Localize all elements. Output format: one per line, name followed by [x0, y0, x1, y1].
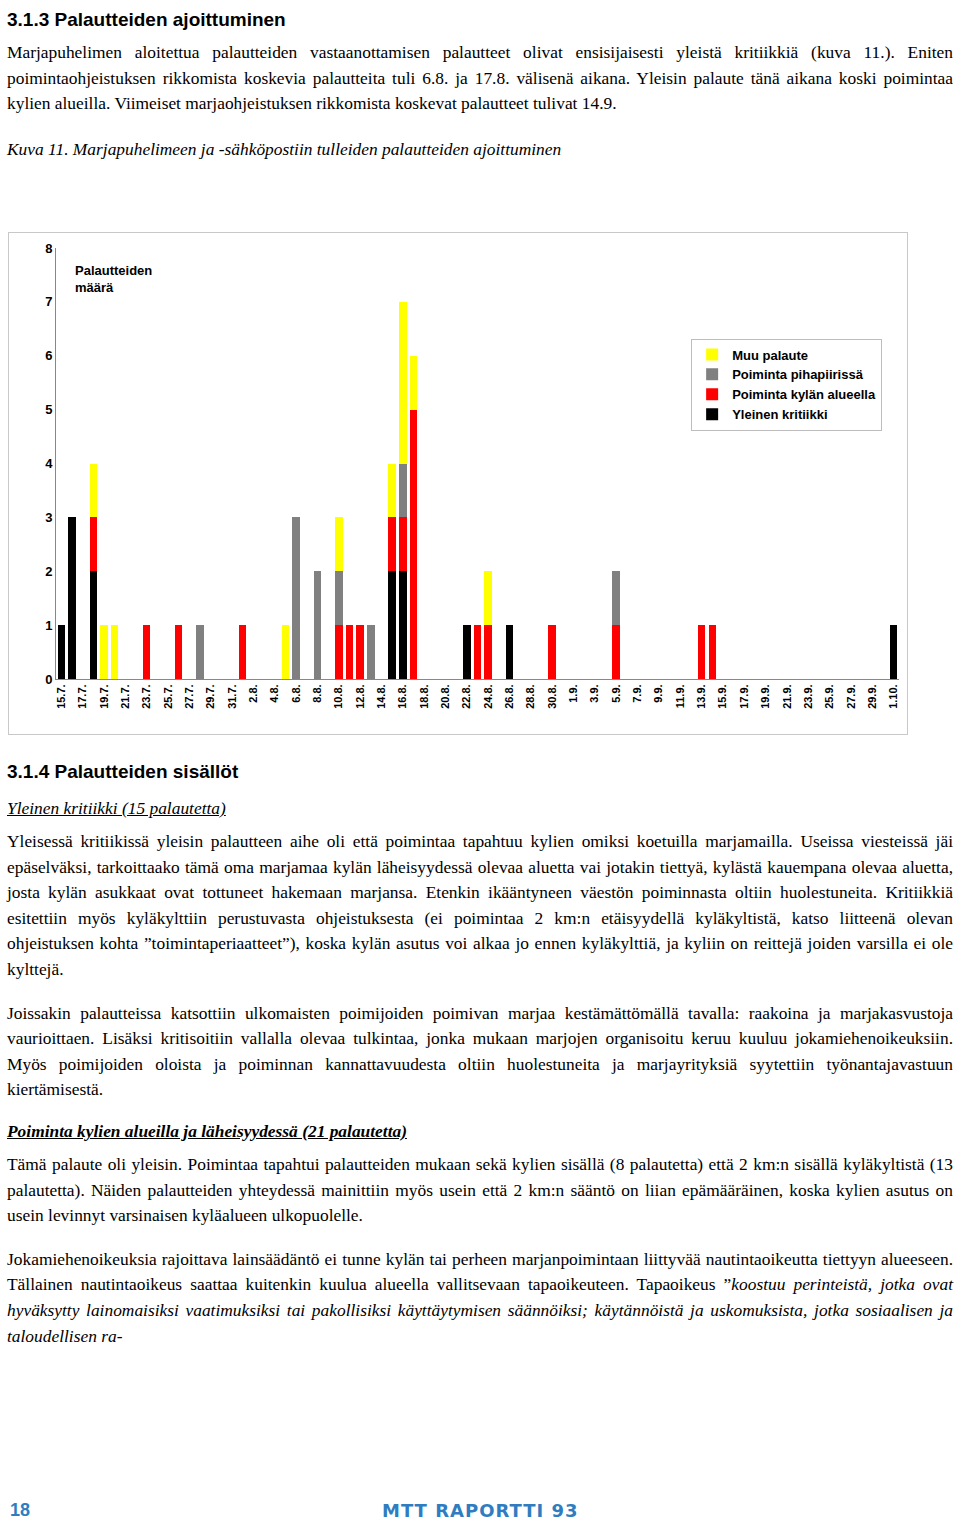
- html-text:Yleinen kritiikki (15 palautet: Yleinen kritiikki (15 palautetta): [7, 798, 226, 818]
- svg-text:10.8.: 10.8.: [332, 684, 344, 708]
- html-text:Joissakin palautteissa katsott: Joissakin palautteissa katsottiin ulkoma…: [7, 1002, 953, 1100]
- svg-text:13.9.: 13.9.: [695, 684, 707, 708]
- html-text:3.1.3 Palautteiden ajoittumine: 3.1.3 Palautteiden ajoittuminen: [7, 9, 286, 30]
- svg-text:4: 4: [45, 456, 53, 471]
- svg-text:9.9.: 9.9.: [652, 684, 664, 702]
- svg-text:15.7.: 15.7.: [55, 684, 67, 708]
- svg-text:31.7.: 31.7.: [226, 684, 238, 708]
- svg-text:11.9.: 11.9.: [674, 684, 686, 708]
- svg-text:23.7.: 23.7.: [140, 684, 152, 708]
- svg-text:5: 5: [45, 402, 52, 417]
- svg-text:1.10.: 1.10.: [887, 684, 899, 708]
- html-text:Jokamiehenoikeuksia rajoittava: Jokamiehenoikeuksia rajoittava lainsäädä…: [7, 1248, 953, 1346]
- svg-text:23.9.: 23.9.: [802, 684, 814, 708]
- svg-text:26.8.: 26.8.: [503, 684, 515, 708]
- svg-text:18.8.: 18.8.: [418, 684, 430, 708]
- html-text:Kuva 11. Marjapuhelimeen ja -s: Kuva 11. Marjapuhelimeen ja -sähköpostii…: [7, 138, 562, 159]
- svg-text:12.8.: 12.8.: [354, 684, 366, 708]
- svg-text:29.9.: 29.9.: [866, 684, 878, 708]
- svg-text:2.8.: 2.8.: [247, 684, 259, 702]
- html-text:Poiminta kylien alueilla ja lä: Poiminta kylien alueilla ja läheisyydess…: [7, 1120, 407, 1141]
- svg-text:19.7.: 19.7.: [98, 684, 110, 708]
- svg-text:27.7.: 27.7.: [183, 684, 195, 708]
- html-text:Yleisessä kritiikissä yleisin: Yleisessä kritiikissä yleisin palautteen…: [7, 831, 953, 979]
- svg-text:2: 2: [45, 564, 52, 579]
- svg-text:6.8.: 6.8.: [290, 684, 302, 702]
- svg-text:25.7.: 25.7.: [162, 684, 174, 708]
- svg-text:20.8.: 20.8.: [439, 684, 451, 708]
- svg-text:7.9.: 7.9.: [631, 684, 643, 702]
- svg-text:25.9.: 25.9.: [823, 684, 835, 708]
- svg-text:Poiminta kylän alueella: Poiminta kylän alueella: [732, 387, 876, 402]
- svg-text:Poiminta pihapiirissä: Poiminta pihapiirissä: [732, 367, 864, 382]
- svg-text:5.9.: 5.9.: [610, 684, 622, 702]
- svg-text:0: 0: [45, 672, 52, 687]
- svg-text:21.9.: 21.9.: [781, 684, 793, 708]
- svg-text:15.9.: 15.9.: [717, 684, 729, 708]
- svg-text:30.8.: 30.8.: [546, 684, 558, 708]
- svg-text:17.7.: 17.7.: [76, 684, 88, 708]
- html-text:Marjapuhelimen aloitettua pala: Marjapuhelimen aloitettua palautteiden v…: [7, 42, 953, 114]
- svg-text:24.8.: 24.8.: [482, 684, 494, 708]
- svg-text:28.8.: 28.8.: [524, 684, 536, 708]
- html-text:3.1.4 Palautteiden sisällöt: 3.1.4 Palautteiden sisällöt: [7, 761, 239, 782]
- svg-text:22.8.: 22.8.: [460, 684, 472, 708]
- svg-text:21.7.: 21.7.: [119, 684, 131, 708]
- svg-text:8: 8: [45, 241, 52, 256]
- svg-text:17.9.: 17.9.: [738, 684, 750, 708]
- html-text:Tämä palaute oli yleisin. Poim: Tämä palaute oli yleisin. Poimintaa tapa…: [7, 1153, 953, 1226]
- svg-text:19.9.: 19.9.: [759, 684, 771, 708]
- html-text:MTT RAPORTTI 93: MTT RAPORTTI 93: [382, 1500, 579, 1521]
- svg-text:Muu palaute: Muu palaute: [732, 348, 808, 363]
- svg-text:3: 3: [45, 510, 52, 525]
- svg-text:6: 6: [45, 348, 52, 363]
- html-text:18: 18: [10, 1500, 30, 1520]
- svg-text:16.8.: 16.8.: [396, 684, 408, 708]
- svg-text:7: 7: [45, 294, 52, 309]
- svg-text:3.9.: 3.9.: [588, 684, 600, 702]
- svg-text:27.9.: 27.9.: [845, 684, 857, 708]
- svg-text:Yleinen kritiikki: Yleinen kritiikki: [732, 407, 827, 422]
- svg-text:4.8.: 4.8.: [268, 684, 280, 702]
- svg-text:1.9.: 1.9.: [567, 684, 579, 702]
- svg-text:1: 1: [45, 618, 52, 633]
- svg-text:29.7.: 29.7.: [204, 684, 216, 708]
- svg-text:8.8.: 8.8.: [311, 684, 323, 702]
- svg-text:14.8.: 14.8.: [375, 684, 387, 708]
- svg-text:Palautteidenmäärä: Palautteidenmäärä: [75, 263, 152, 295]
